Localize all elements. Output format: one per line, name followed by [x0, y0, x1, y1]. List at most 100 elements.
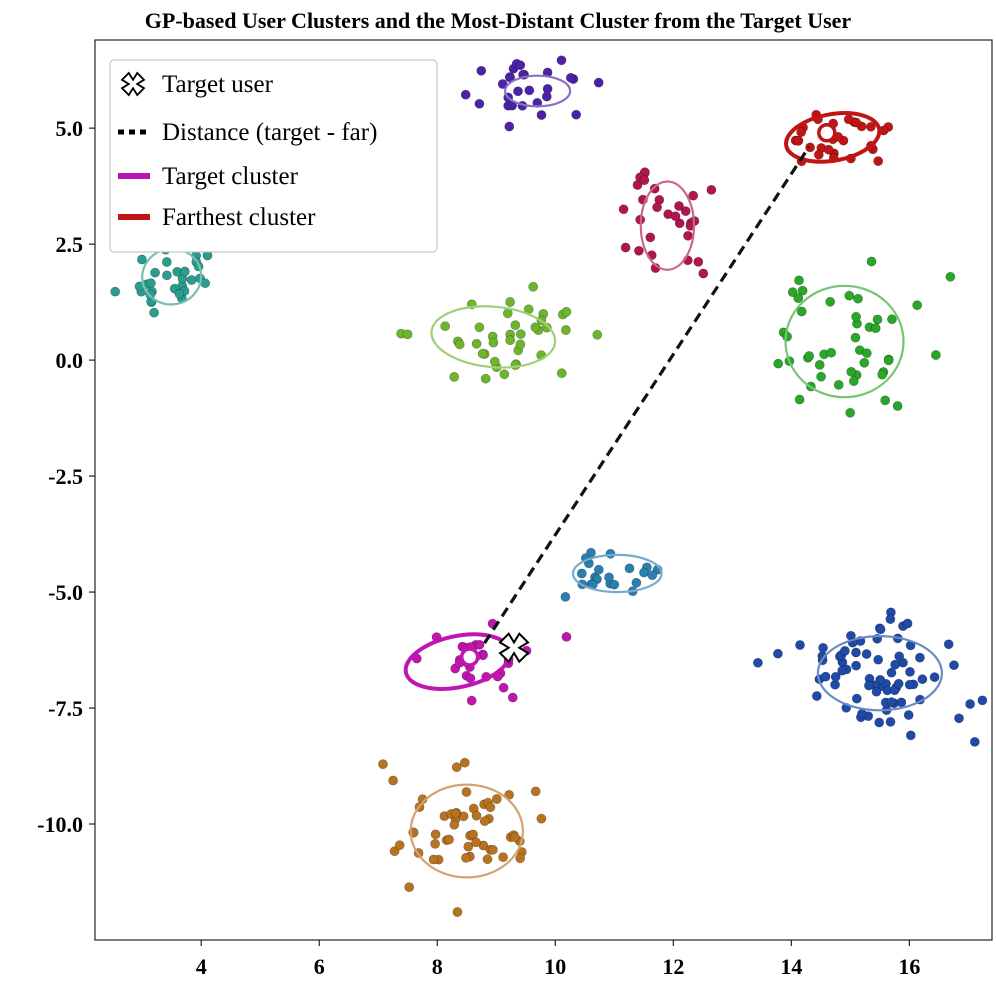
cluster-5-point	[489, 356, 500, 367]
cluster-5-point	[449, 371, 460, 382]
cluster-9-point	[864, 680, 874, 691]
cluster-6-point	[859, 357, 870, 368]
cluster-9-point	[905, 667, 915, 677]
cluster-9-point	[885, 717, 896, 727]
cluster-9-point	[915, 652, 925, 663]
cluster-3-point	[670, 211, 681, 222]
cluster-9-point	[943, 639, 954, 650]
x-tick-label: 6	[314, 954, 325, 979]
plot-frame	[94, 39, 993, 941]
cluster-2-point	[513, 86, 523, 97]
cluster-9-point	[890, 659, 900, 670]
cluster-2-point	[542, 84, 553, 94]
cluster-9-point	[886, 697, 897, 707]
cluster-9-point	[811, 691, 822, 701]
cluster-3-point	[674, 218, 685, 229]
cluster-6-point	[794, 394, 805, 405]
cluster-10-point	[388, 775, 398, 786]
cluster-1-point	[161, 270, 172, 281]
cluster-6-point	[846, 366, 857, 377]
cluster-3-point	[698, 268, 709, 279]
cluster-3-point	[618, 204, 629, 215]
cluster-5-point	[440, 321, 451, 331]
legend: Target user Distance (target - far) Targ…	[109, 59, 438, 253]
cluster-1-point	[110, 286, 121, 297]
cluster-10-point	[463, 841, 474, 852]
cluster-2-point	[556, 55, 567, 66]
cluster-9-point	[929, 672, 940, 682]
cluster-9-point	[773, 648, 783, 659]
cluster-1-point	[174, 288, 185, 299]
cluster-4-ellipse	[784, 111, 882, 164]
cluster-4-point	[851, 117, 862, 128]
cluster-5	[396, 281, 603, 384]
cluster-2-point	[593, 77, 604, 88]
cluster-9-point	[905, 730, 916, 741]
cluster-5-point	[515, 329, 526, 339]
cluster-9-point	[874, 717, 885, 728]
cluster-9-point	[871, 686, 882, 697]
cluster-4-point	[796, 127, 807, 138]
x-tick-label: 10	[544, 954, 566, 979]
cluster-5-point	[505, 335, 516, 346]
cluster-4	[784, 109, 894, 167]
cluster-6-point	[877, 369, 888, 380]
cluster-9-point	[818, 643, 828, 653]
cluster-6-point	[794, 275, 804, 286]
cluster-6-point	[931, 350, 941, 360]
cluster-7-point	[631, 577, 642, 588]
cluster-6-point	[787, 287, 798, 297]
cluster-5-point	[530, 322, 541, 333]
cluster-6-point	[866, 256, 877, 267]
cluster-9-point	[894, 651, 905, 662]
cluster-5-point	[480, 373, 491, 384]
cluster-6-point	[844, 290, 855, 301]
y-tick-label: 0.0	[56, 348, 84, 373]
y-tick-label: -5.0	[48, 580, 83, 605]
cluster-6-point	[804, 351, 815, 361]
cluster-8-point	[498, 682, 509, 693]
cluster-2-point	[524, 85, 535, 96]
cluster-3-point	[645, 232, 656, 243]
cluster-10-point	[530, 786, 541, 797]
cluster-10-ellipse	[409, 783, 524, 879]
cluster-2-point	[515, 60, 526, 71]
cluster-10-point	[536, 813, 547, 824]
cluster-6-point	[816, 371, 826, 382]
cluster-2-point	[536, 110, 547, 120]
cluster-10-point	[394, 840, 405, 851]
cluster-10-point	[430, 829, 441, 840]
cluster-1-point	[145, 278, 156, 288]
cluster-4-center-marker	[817, 123, 837, 143]
cluster-9-point	[977, 695, 988, 706]
cluster-2	[460, 55, 604, 132]
cluster-8-point	[474, 639, 485, 650]
cluster-10-point	[444, 834, 454, 845]
cluster-6-point	[833, 379, 844, 390]
cluster-9-point	[917, 674, 928, 685]
cluster-9-point	[857, 708, 867, 719]
legend-target-user-icon	[120, 71, 146, 97]
cluster-2-ellipse	[503, 74, 572, 108]
cluster-9-point	[851, 647, 861, 658]
cluster-9-point	[893, 678, 904, 689]
cluster-7-point	[560, 592, 571, 602]
x-tick-label: 16	[898, 954, 920, 979]
cluster-10	[378, 757, 547, 917]
distance-line	[483, 145, 811, 644]
axis-ticks: 4 6 8 10 12 14 16 5.0 2.5 0.0 -2.5 -5.0 -7.5 -10.0	[37, 116, 920, 979]
cluster-6-point	[793, 293, 804, 304]
cluster-10-point	[509, 832, 520, 843]
cluster-4-point	[813, 149, 824, 160]
chart-title: GP-based User Clusters and the Most-Dist…	[145, 8, 852, 33]
legend-cross-icon	[120, 71, 146, 97]
cluster-10-point	[479, 816, 490, 826]
cluster-8-center-marker	[459, 647, 480, 667]
x-tick-label: 12	[662, 954, 684, 979]
cluster-6-point	[826, 347, 837, 358]
legend-box	[109, 59, 438, 253]
cluster-10-point	[404, 882, 415, 892]
cluster-3-point	[634, 245, 644, 256]
cluster-7-point	[647, 570, 658, 581]
cluster-10-point	[471, 810, 482, 821]
